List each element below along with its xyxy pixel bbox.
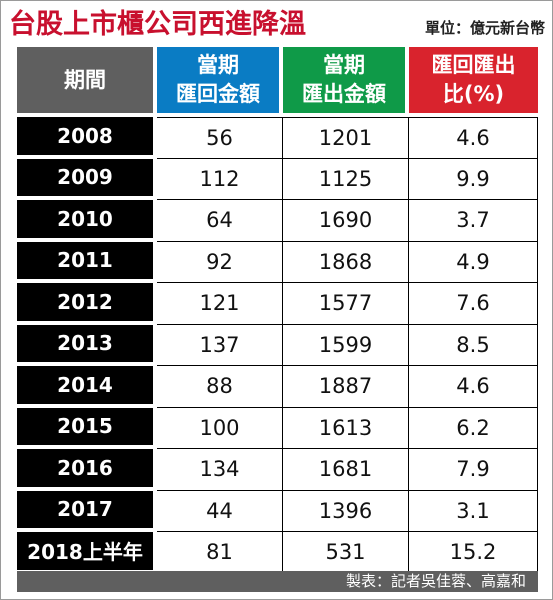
period-cell: 2015 [17,407,157,449]
remitted-cell: 1396 [283,490,409,532]
period-cell: 2014 [17,366,157,408]
repatriated-cell: 44 [157,490,283,532]
repatriated-cell: 56 [157,117,283,159]
period-cell: 2017 [17,490,157,532]
table-row: 2014 88 1887 4.6 [17,366,538,408]
remitted-cell: 1887 [283,366,409,408]
chart-title: 台股上市櫃公司西進降溫 [9,9,306,40]
remitted-cell: 1125 [283,158,409,200]
period-cell: 2013 [17,324,157,366]
header-period-label: 期間 [64,67,106,92]
period-cell: 2016 [17,449,157,491]
table-row: 2009 112 1125 9.9 [17,158,538,200]
ratio-cell: 3.1 [409,490,538,532]
repatriated-cell: 134 [157,449,283,491]
header-period: 期間 [17,47,157,117]
ratio-cell: 9.9 [409,158,538,200]
header-remitted-label: 當期 匯出金額 [302,53,386,106]
repatriated-cell: 137 [157,324,283,366]
data-table: 期間 當期 匯回金額 當期 匯出金額 匯回匯出 比(%) 2008 56 1201 4.6 2… [17,47,538,574]
header-repatriated-label: 當期 匯回金額 [176,53,260,106]
remitted-cell: 531 [283,532,409,574]
repatriated-cell: 64 [157,200,283,242]
title-row: 台股上市櫃公司西進降溫 單位：億元新台幣 [9,6,549,44]
table-row: 2012 121 1577 7.6 [17,283,538,325]
ratio-cell: 15.2 [409,532,538,574]
period-cell: 2010 [17,200,157,242]
ratio-cell: 7.6 [409,283,538,325]
ratio-cell: 6.2 [409,407,538,449]
period-cell: 2011 [17,241,157,283]
repatriated-cell: 100 [157,407,283,449]
credit-text: 製表：記者吳佳蓉、高嘉和 [345,572,526,590]
remitted-cell: 1599 [283,324,409,366]
ratio-cell: 8.5 [409,324,538,366]
header-remitted: 當期 匯出金額 [283,47,409,117]
table-row: 2011 92 1868 4.9 [17,241,538,283]
repatriated-cell: 88 [157,366,283,408]
header-ratio-label: 匯回匯出 比(%) [431,53,516,106]
period-cell: 2009 [17,158,157,200]
table-row: 2016 134 1681 7.9 [17,449,538,491]
table-row: 2010 64 1690 3.7 [17,200,538,242]
header-row: 期間 當期 匯回金額 當期 匯出金額 匯回匯出 比(%) [17,47,538,117]
table-body: 2008 56 1201 4.6 2009 112 1125 9.9 2010 64 1690 3.7… [17,117,538,574]
credit-footer: 製表：記者吳佳蓉、高嘉和 [17,571,538,592]
remitted-cell: 1201 [283,117,409,159]
period-cell: 2012 [17,283,157,325]
ratio-cell: 4.6 [409,117,538,159]
ratio-cell: 7.9 [409,449,538,491]
ratio-cell: 4.6 [409,366,538,408]
remitted-cell: 1577 [283,283,409,325]
remitted-cell: 1681 [283,449,409,491]
table-row: 2013 137 1599 8.5 [17,324,538,366]
remitted-cell: 1868 [283,241,409,283]
remitted-cell: 1613 [283,407,409,449]
repatriated-cell: 92 [157,241,283,283]
remitted-cell: 1690 [283,200,409,242]
period-cell: 2018上半年 [17,532,157,574]
header-ratio: 匯回匯出 比(%) [409,47,538,117]
repatriated-cell: 112 [157,158,283,200]
header-repatriated: 當期 匯回金額 [157,47,283,117]
unit-label: 單位：億元新台幣 [424,19,545,37]
period-cell: 2008 [17,117,157,159]
ratio-cell: 4.9 [409,241,538,283]
table-row: 2015 100 1613 6.2 [17,407,538,449]
ratio-cell: 3.7 [409,200,538,242]
repatriated-cell: 81 [157,532,283,574]
table-row: 2017 44 1396 3.1 [17,490,538,532]
table-row: 2008 56 1201 4.6 [17,117,538,159]
repatriated-cell: 121 [157,283,283,325]
table-row: 2018上半年 81 531 15.2 [17,532,538,574]
